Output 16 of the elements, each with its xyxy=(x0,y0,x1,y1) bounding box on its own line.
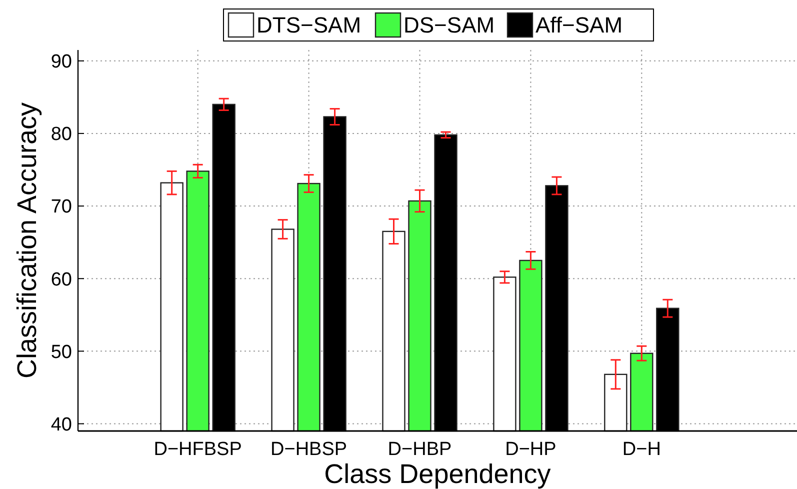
y-tick-label: 80 xyxy=(50,124,72,146)
x-tick-label: D−HBSP xyxy=(270,439,348,460)
legend-label: DTS−SAM xyxy=(256,12,362,38)
y-tick-label: 90 xyxy=(50,52,72,73)
x-axis-title: Class Dependency xyxy=(324,459,552,489)
y-tick-label: 40 xyxy=(50,414,72,436)
y-tick-label: 60 xyxy=(50,269,72,290)
x-tick-label: D−HBP xyxy=(388,439,452,460)
y-tick-label: 50 xyxy=(50,342,72,363)
x-tick-label: D−H xyxy=(622,439,661,460)
legend-label: DS−SAM xyxy=(404,12,495,38)
y-tick-label: 70 xyxy=(50,196,72,218)
x-tick-label: D−HP xyxy=(505,439,556,460)
x-tick-label: D−HFBSP xyxy=(154,439,242,460)
legend-label: Aff−SAM xyxy=(536,12,623,38)
y-axis-title: Classification Accuracy xyxy=(12,102,42,379)
